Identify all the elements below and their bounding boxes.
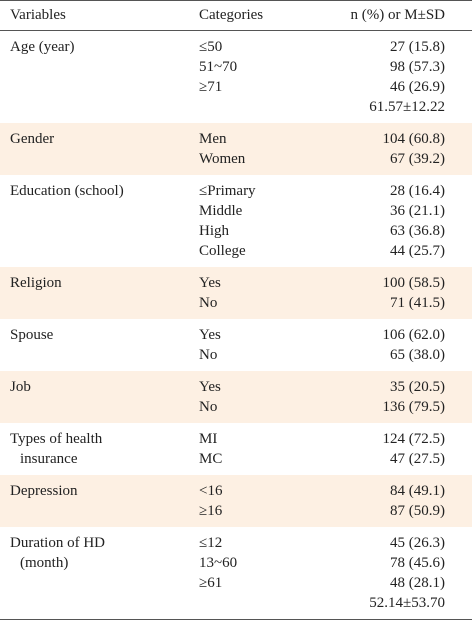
table-row: No 71 (41.5) [0, 293, 472, 313]
category-cell: No [199, 347, 218, 363]
category-cell: Yes [199, 379, 221, 395]
category-cell: ≤Primary [199, 183, 256, 199]
table-row: Job Yes 35 (20.5) [0, 377, 472, 397]
header-cell: Categories [199, 7, 264, 23]
row-group: Types of health MI 124 (72.5) insurance MC 47… [0, 423, 472, 475]
table-row: College 44 (25.7) [0, 241, 472, 261]
value-cell: 67 (39.2) [390, 151, 445, 167]
table-row: ≥71 46 (26.9) [0, 77, 472, 97]
value-cell: 44 (25.7) [390, 243, 445, 259]
table-row: Duration of HD ≤12 45 (26.3) [0, 533, 472, 553]
variable-cell: Job [10, 379, 31, 395]
value-cell: 124 (72.5) [382, 431, 446, 447]
variable-cell: Age (year) [10, 39, 75, 55]
category-cell: No [199, 295, 218, 311]
row-group: Education (school) ≤Primary 28 (16.4) Middl… [0, 175, 472, 267]
table-row: ≥61 48 (28.1) [0, 573, 472, 593]
category-cell: Yes [199, 327, 221, 343]
category-cell: Yes [199, 275, 221, 291]
value-cell: 52.14±53.70 [369, 595, 445, 611]
table-row: Age (year) ≤50 27 (15.8) [0, 37, 472, 57]
table-row: Gender Men 104 (60.8) [0, 129, 472, 149]
category-cell: ≥16 [199, 503, 223, 519]
value-cell: 65 (38.0) [390, 347, 445, 363]
table-row: insurance MC 47 (27.5) [0, 449, 472, 469]
value-cell: 136 (79.5) [382, 399, 446, 415]
variable-cell: insurance [20, 451, 78, 467]
value-cell: 28 (16.4) [390, 183, 445, 199]
header-cell: Variables [10, 7, 66, 23]
row-group: Duration of HD ≤12 45 (26.3) (month) 13~60 78… [0, 527, 472, 619]
value-cell: 78 (45.6) [390, 555, 445, 571]
category-cell: MI [199, 431, 218, 447]
value-cell: 27 (15.8) [390, 39, 445, 55]
category-cell: MC [199, 451, 223, 467]
variable-cell: Education (school) [10, 183, 124, 199]
category-cell: ≤50 [199, 39, 223, 55]
table-row: Middle 36 (21.1) [0, 201, 472, 221]
row-group: Age (year) ≤50 27 (15.8) 51~70 98 (57.3) ≥71 4… [0, 31, 472, 123]
table-row: No 136 (79.5) [0, 397, 472, 417]
value-cell: 36 (21.1) [390, 203, 445, 219]
value-cell: 47 (27.5) [390, 451, 445, 467]
row-group: Depression <16 84 (49.1) ≥16 87 (50.9) [0, 475, 472, 527]
value-cell: 63 (36.8) [390, 223, 445, 239]
variable-cell: Spouse [10, 327, 54, 343]
value-cell: 104 (60.8) [382, 131, 446, 147]
variable-cell: Gender [10, 131, 55, 147]
value-cell: 84 (49.1) [390, 483, 445, 499]
category-cell: College [199, 243, 246, 259]
row-group: Spouse Yes 106 (62.0) No 65 (38.0) [0, 319, 472, 371]
table-row: ≥16 87 (50.9) [0, 501, 472, 521]
value-cell: 46 (26.9) [390, 79, 445, 95]
category-cell: 51~70 [199, 59, 238, 75]
category-cell: Women [199, 151, 246, 167]
variable-cell: Types of health [10, 431, 103, 447]
table-row: Education (school) ≤Primary 28 (16.4) [0, 181, 472, 201]
table-row: 61.57±12.22 [0, 97, 472, 117]
value-cell: 48 (28.1) [390, 575, 445, 591]
table-row: Types of health MI 124 (72.5) [0, 429, 472, 449]
value-cell: 98 (57.3) [390, 59, 445, 75]
table-row: Religion Yes 100 (58.5) [0, 273, 472, 293]
variable-cell: Duration of HD [10, 535, 105, 551]
category-cell: <16 [199, 483, 223, 499]
variable-cell: Depression [10, 483, 78, 499]
header-cell: n (%) or M±SD [350, 7, 445, 23]
value-cell: 106 (62.0) [382, 327, 446, 343]
category-cell: High [199, 223, 229, 239]
header-row: Variables Categories n (%) or M±SD [0, 1, 472, 31]
value-cell: 35 (20.5) [390, 379, 445, 395]
value-cell: 100 (58.5) [382, 275, 446, 291]
variable-cell: Religion [10, 275, 62, 291]
category-cell: No [199, 399, 218, 415]
table-row: No 65 (38.0) [0, 345, 472, 365]
table-row: High 63 (36.8) [0, 221, 472, 241]
table-row: Depression <16 84 (49.1) [0, 481, 472, 501]
table-row: 51~70 98 (57.3) [0, 57, 472, 77]
category-cell: 13~60 [199, 555, 238, 571]
table-row: (month) 13~60 78 (45.6) [0, 553, 472, 573]
category-cell: ≥61 [199, 575, 223, 591]
table-row: Spouse Yes 106 (62.0) [0, 325, 472, 345]
value-cell: 71 (41.5) [390, 295, 445, 311]
category-cell: ≥71 [199, 79, 223, 95]
variable-cell: (month) [20, 555, 69, 571]
row-group: Religion Yes 100 (58.5) No 71 (41.5) [0, 267, 472, 319]
table-row: 52.14±53.70 [0, 593, 472, 613]
value-cell: 87 (50.9) [390, 503, 445, 519]
row-group: Gender Men 104 (60.8) Women 67 (39.2) [0, 123, 472, 175]
table-row: Women 67 (39.2) [0, 149, 472, 169]
value-cell: 45 (26.3) [390, 535, 445, 551]
category-cell: Middle [199, 203, 243, 219]
category-cell: ≤12 [199, 535, 223, 551]
value-cell: 61.57±12.22 [369, 99, 445, 115]
category-cell: Men [199, 131, 227, 147]
row-group: Job Yes 35 (20.5) No 136 (79.5) [0, 371, 472, 423]
